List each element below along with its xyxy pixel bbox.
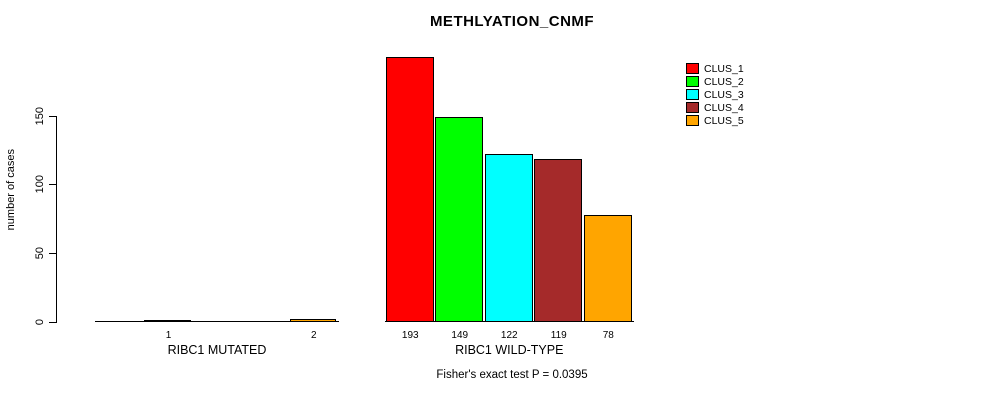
annotation-fisher-test: Fisher's exact test P = 0.0395 — [436, 369, 588, 381]
legend-item-clus_2: CLUS_2 — [686, 75, 744, 88]
y-axis-tick-label-text: 0 — [33, 318, 46, 326]
y-axis-line — [56, 116, 58, 323]
bar-value-label: 2 — [311, 330, 317, 341]
bar-value-label: 149 — [451, 330, 469, 341]
bar-value-label: 78 — [602, 330, 614, 341]
group-baseline — [95, 321, 339, 323]
y-axis-label: number of cases — [2, 130, 20, 250]
legend-swatch-clus_4 — [686, 102, 699, 113]
bar-clus_5 — [583, 215, 632, 322]
y-axis-tick — [49, 115, 56, 117]
legend-item-clus_1: CLUS_1 — [686, 62, 744, 75]
legend-swatch-clus_3 — [686, 89, 699, 100]
y-axis-tick-label-text: 150 — [33, 106, 46, 126]
y-axis-tick — [49, 184, 56, 186]
bar-clus_2 — [435, 117, 483, 322]
legend-label: CLUS_3 — [704, 88, 744, 101]
bar-value-label: 122 — [500, 330, 518, 341]
legend-item-clus_5: CLUS_5 — [686, 114, 744, 127]
bar-clus_3 — [484, 154, 533, 322]
group-label: RIBC1 MUTATED — [167, 343, 267, 357]
bar-clus_5 — [289, 319, 337, 322]
legend-swatch-clus_2 — [686, 76, 699, 87]
y-axis-tick-label-text: 50 — [33, 247, 46, 260]
legend-label: CLUS_5 — [704, 114, 744, 127]
legend-label: CLUS_1 — [704, 62, 744, 75]
legend-item-clus_3: CLUS_3 — [686, 88, 744, 101]
y-axis-label-text: number of cases — [5, 149, 17, 231]
legend-label: CLUS_4 — [704, 101, 744, 114]
legend-label: CLUS_2 — [704, 75, 744, 88]
y-axis-tick — [49, 321, 56, 323]
bar-clus_4 — [534, 159, 582, 322]
y-axis-tick-label: 100 — [32, 145, 47, 225]
bar-clus_1 — [385, 57, 434, 322]
legend-swatch-clus_1 — [686, 63, 699, 74]
group-label: RIBC1 WILD-TYPE — [455, 343, 564, 357]
bar-value-label: 119 — [550, 330, 567, 341]
y-axis-tick-label: 150 — [32, 76, 47, 156]
y-axis-tick-label: 50 — [32, 213, 47, 293]
y-axis-tick-label-text: 100 — [33, 175, 46, 194]
chart-title: METHLYATION_CNMF — [429, 13, 595, 30]
bar-value-label: 193 — [401, 330, 419, 341]
y-axis-tick — [49, 252, 56, 254]
legend-swatch-clus_5 — [686, 115, 699, 126]
y-axis-tick-label: 0 — [32, 282, 47, 362]
bar-clus_2 — [144, 320, 192, 322]
bar-value-label: 1 — [165, 330, 172, 341]
legend-item-clus_4: CLUS_4 — [686, 101, 744, 114]
